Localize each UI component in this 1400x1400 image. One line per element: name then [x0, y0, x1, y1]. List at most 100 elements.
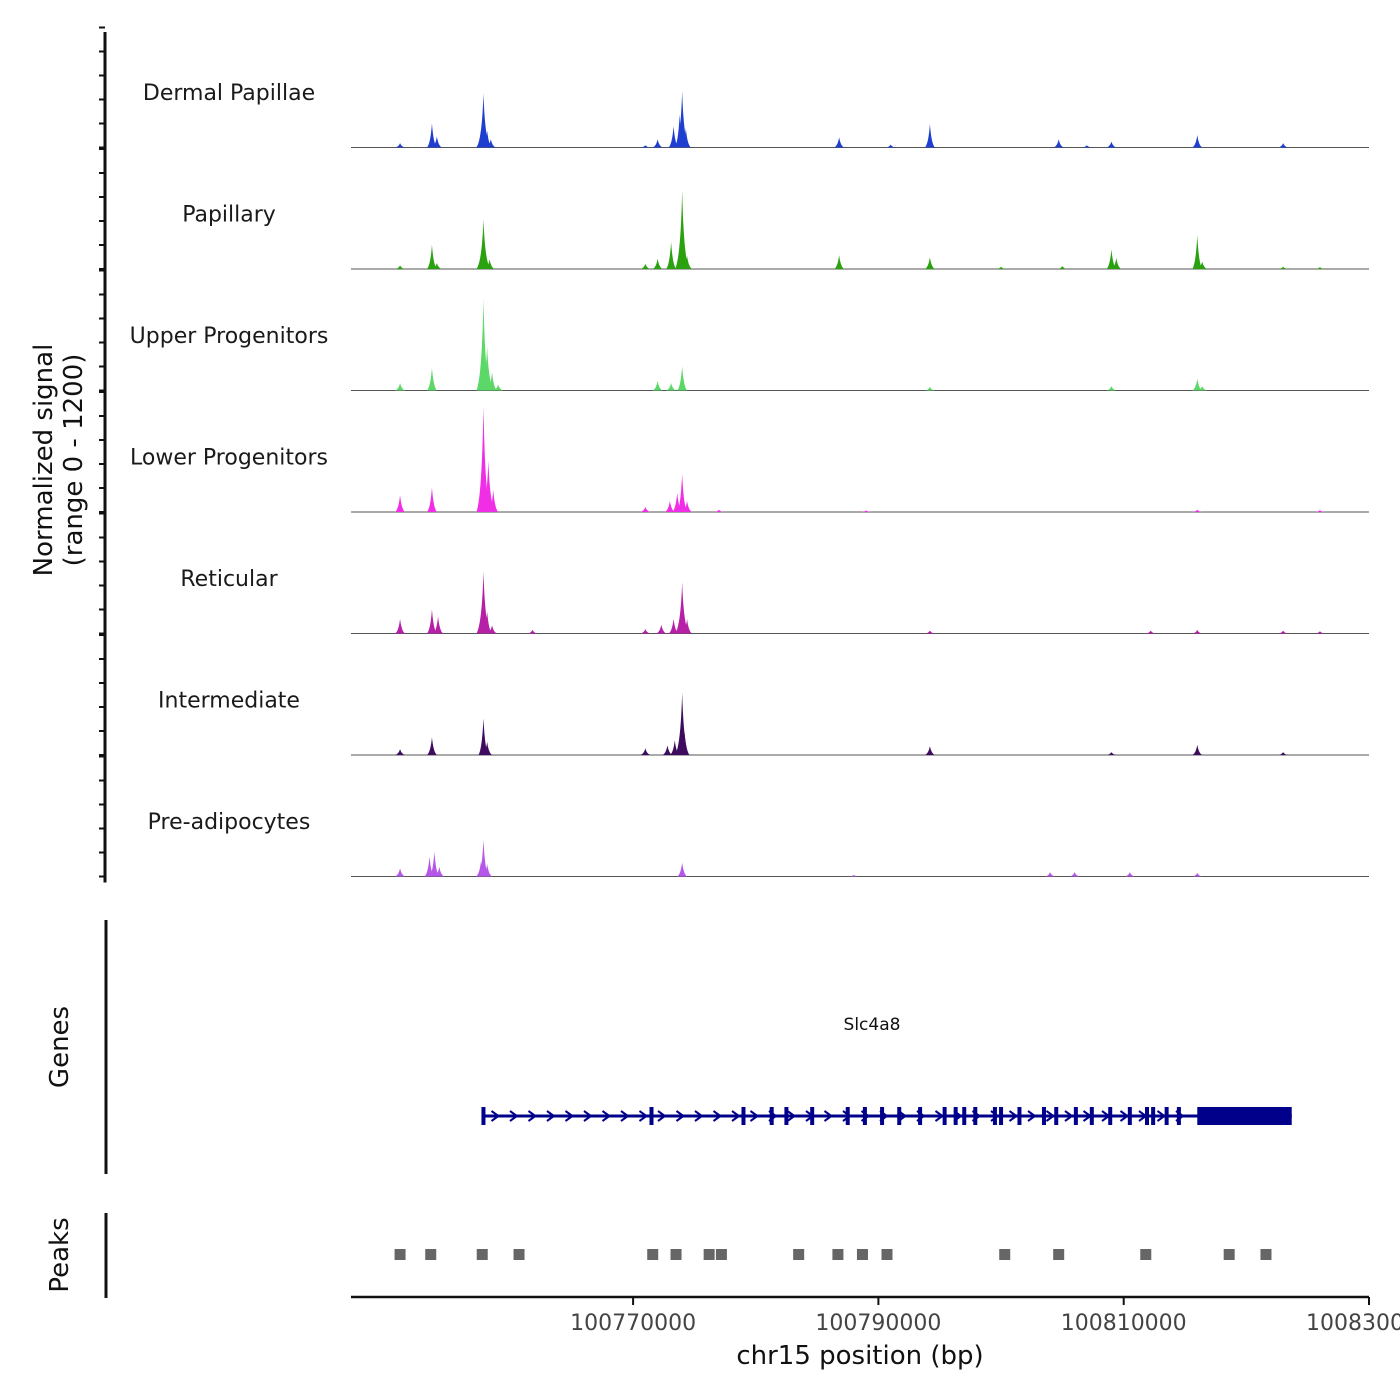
coverage-peak — [1192, 744, 1203, 755]
coverage-peak — [672, 492, 683, 512]
coverage-peak — [395, 618, 406, 634]
coverage-peak — [885, 144, 896, 148]
coverage-peak — [1192, 235, 1203, 269]
coverage-peak — [482, 741, 493, 755]
peak-region — [715, 1249, 727, 1260]
coverage-peak — [640, 629, 651, 634]
peaks-axis-label: Peaks — [45, 1217, 75, 1292]
coverage-peak — [1197, 386, 1208, 391]
y-axis-label-line2: (range 0 - 1200) — [59, 354, 89, 567]
coverage-peak — [433, 616, 444, 634]
x-axis-ticks: 100770000 100790000 100810000 100830000 — [570, 1297, 1400, 1336]
coverage-peak — [640, 506, 651, 512]
x-tick-label: 100790000 — [815, 1311, 941, 1336]
coverage-peak — [675, 582, 690, 634]
peak-region — [425, 1249, 437, 1260]
gene-name-label: Slc4a8 — [844, 1015, 901, 1035]
coverage-peak — [527, 629, 538, 634]
strand-arrow — [657, 1110, 667, 1122]
peak-region — [513, 1249, 525, 1260]
gene-exon — [992, 1107, 997, 1125]
coverage-peak — [668, 126, 679, 148]
coverage-peak — [1111, 258, 1122, 269]
track-lower-progenitors — [351, 405, 1369, 513]
coverage-peak — [478, 839, 489, 877]
gene-exon — [649, 1107, 654, 1125]
gene-exon — [897, 1107, 902, 1125]
coverage-peak — [1278, 143, 1289, 148]
coverage-peak — [482, 130, 493, 148]
strand-arrow — [1064, 1110, 1074, 1122]
coverage-peak — [996, 266, 1007, 269]
coverage-peak — [682, 501, 693, 512]
peak-region — [670, 1249, 682, 1260]
coverage-peak — [1106, 752, 1117, 755]
track-label-lower-progenitors: Lower Progenitors — [130, 446, 328, 471]
gene-exon — [862, 1107, 867, 1125]
coverage-peak — [713, 509, 724, 512]
coverage-peak — [1124, 872, 1135, 877]
coverage-peak — [1053, 139, 1064, 148]
track-label-upper-progenitors: Upper Progenitors — [130, 324, 329, 349]
coverage-peak — [476, 93, 491, 148]
coverage-peak — [677, 366, 688, 391]
coverage-peak — [1081, 145, 1092, 148]
coverage-peak — [493, 384, 504, 391]
coverage-peak — [679, 733, 690, 755]
coverage-peak — [682, 618, 693, 634]
strand-arrow — [1156, 1110, 1167, 1122]
coverage-peak — [1314, 510, 1325, 512]
gene-exon — [999, 1107, 1004, 1125]
gene-exon — [1127, 1107, 1132, 1125]
track-papillary — [351, 190, 1369, 270]
track-label-reticular: Reticular — [180, 567, 278, 592]
coverage-peak — [1192, 378, 1203, 391]
coverage-peak — [485, 139, 496, 148]
track-pre-adipocytes — [351, 839, 1369, 877]
coverage-peak — [484, 259, 495, 269]
track-label-intermediate: Intermediate — [158, 689, 300, 714]
coverage-peak — [666, 383, 677, 391]
coverage-peak — [640, 263, 651, 269]
gene-exon — [953, 1107, 958, 1125]
coverage-peak — [834, 255, 845, 269]
strand-arrow — [509, 1110, 519, 1122]
coverage-peak — [668, 618, 679, 634]
coverage-peak — [395, 495, 406, 512]
coverage-peak — [662, 745, 673, 755]
coverage-peak — [395, 383, 406, 391]
peak-region — [1140, 1249, 1152, 1260]
coverage-peak — [1278, 266, 1289, 269]
peak-region — [394, 1249, 406, 1260]
coverage-peak — [1106, 249, 1117, 269]
coverage-peak — [675, 91, 690, 148]
coverage-peak — [426, 367, 437, 391]
coverage-peak — [652, 380, 663, 391]
track-labels: Dermal Papillae Papillary Upper Progenitor… — [130, 81, 329, 835]
peak-region — [647, 1249, 659, 1260]
coverage-peak — [487, 625, 498, 634]
coverage-peak — [666, 241, 677, 269]
signal-axis — [99, 26, 107, 883]
gene-exon — [1054, 1107, 1059, 1125]
peak-region — [476, 1249, 488, 1260]
coverage-peak — [482, 611, 493, 634]
peak-region — [703, 1249, 715, 1260]
track-label-pre-adipocytes: Pre-adipocytes — [148, 810, 311, 835]
peak-region — [832, 1249, 844, 1260]
strand-arrow — [583, 1110, 593, 1122]
coverage-peak — [431, 263, 442, 269]
strand-arrow — [823, 1110, 834, 1122]
coverage-peak — [640, 145, 651, 148]
coverage-peak — [656, 624, 667, 634]
strand-arrow — [731, 1110, 741, 1122]
x-tick-label: 100830000 — [1306, 1311, 1400, 1336]
peaks-track — [394, 1249, 1272, 1260]
coverage-peak — [682, 255, 693, 269]
strand-arrow — [786, 1110, 797, 1122]
coverage-peak — [476, 405, 491, 512]
coverage-peak — [1314, 631, 1325, 634]
coverage-peak — [426, 487, 437, 512]
coverage-tracks — [351, 91, 1369, 877]
coverage-peak — [426, 609, 437, 634]
